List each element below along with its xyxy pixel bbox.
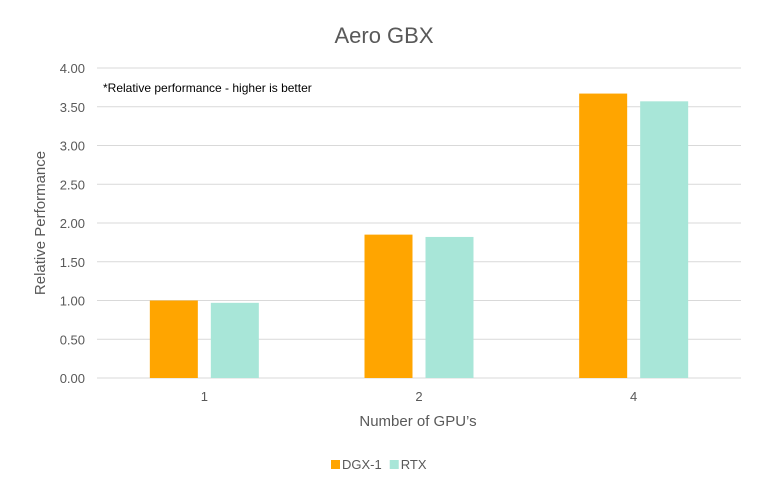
y-tick-label: 3.50 [60, 100, 85, 115]
y-tick-label: 2.50 [60, 177, 85, 192]
x-tick-label: 4 [630, 389, 637, 404]
bar-dgx-1-4 [579, 93, 628, 378]
y-tick-label: 0.00 [60, 371, 85, 386]
bar-rtx-4 [640, 101, 689, 378]
x-axis-ticks: 1 2 4 [201, 389, 638, 404]
legend-swatch-dgx-1 [331, 460, 340, 469]
legend: DGX-1 RTX [331, 457, 427, 472]
bar-rtx-2 [425, 236, 474, 378]
y-tick-label: 3.00 [60, 139, 85, 154]
legend-swatch-rtx [389, 460, 399, 469]
y-tick-label: 2.00 [60, 216, 85, 231]
bars [149, 93, 689, 378]
legend-label: DGX-1 [342, 457, 382, 472]
y-axis-label: Relative Performance [32, 151, 49, 295]
y-tick-label: 1.00 [60, 294, 85, 309]
bar-dgx-1-2 [364, 234, 413, 378]
gridlines [97, 67, 741, 379]
y-axis-ticks: 0.00 0.50 1.00 1.50 2.00 2.50 3.00 3.50 4.00 [60, 61, 85, 386]
bar-rtx-1 [210, 302, 259, 378]
x-tick-label: 2 [415, 389, 422, 404]
y-tick-label: 4.00 [60, 61, 85, 76]
y-tick-label: 0.50 [60, 332, 85, 347]
y-tick-label: 1.50 [60, 255, 85, 270]
x-axis-label: Number of GPU’s [359, 413, 476, 430]
chart-title: Aero GBX [334, 23, 433, 48]
legend-label: RTX [401, 457, 427, 472]
x-tick-label: 1 [201, 389, 208, 404]
chart-annotation: *Relative performance - higher is better [103, 81, 312, 95]
bar-dgx-1-1 [149, 300, 198, 378]
